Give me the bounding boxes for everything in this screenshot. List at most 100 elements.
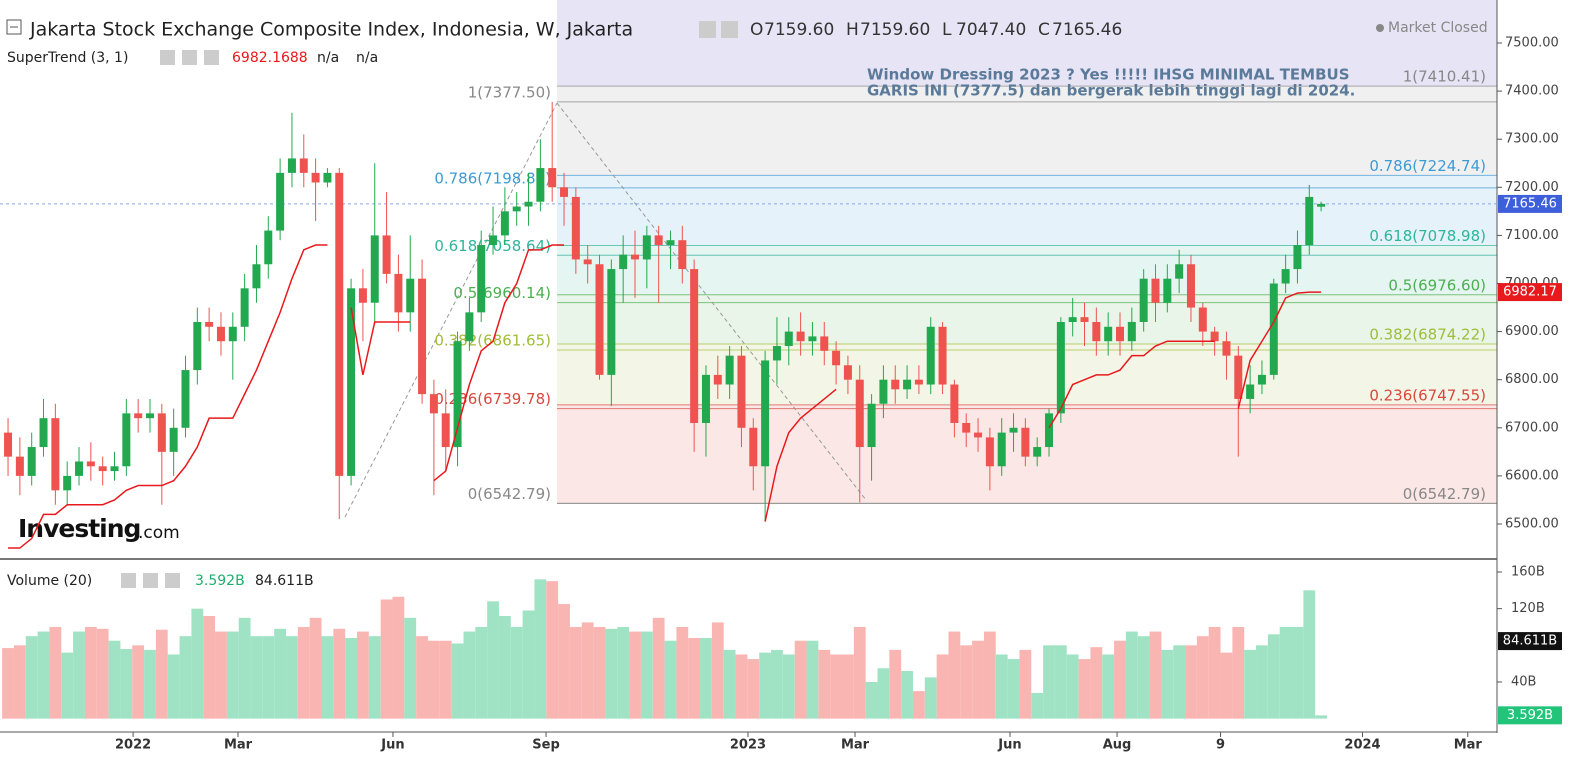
market-status: Market Closed <box>1388 20 1488 36</box>
candle-body <box>429 394 438 414</box>
fib-label: 0(6542.79) <box>1403 485 1486 503</box>
ma-badge <box>1498 632 1562 651</box>
ma-badge-label: 84.611B <box>1503 634 1557 649</box>
candle-body <box>1045 413 1054 448</box>
volume-bar <box>522 610 535 719</box>
candle-body <box>240 288 249 327</box>
chart-title: Jakarta Stock Exchange Composite Index, … <box>29 19 633 41</box>
volume-bar <box>1019 649 1032 719</box>
fib-label: 0.236(6747.55) <box>1369 386 1486 404</box>
y-tick-label: 6600.00 <box>1505 468 1559 483</box>
volume-bar <box>167 654 180 719</box>
candle-body <box>1115 326 1124 342</box>
candle-body <box>524 201 533 207</box>
supertrend-badge-label: 6982.17 <box>1503 285 1557 300</box>
icon[interactable] <box>699 21 716 38</box>
candle-body <box>1056 321 1065 414</box>
candle-body <box>382 235 391 274</box>
volume-bar <box>345 637 357 719</box>
candle-body <box>406 278 415 313</box>
candle-body <box>477 245 486 313</box>
volume-bar <box>321 636 334 719</box>
volume-bar <box>747 659 760 719</box>
volume-bar <box>711 622 724 719</box>
candle-body <box>583 259 592 265</box>
volume-bar <box>865 681 878 719</box>
candle-body <box>358 288 367 303</box>
volume-bar <box>510 626 523 719</box>
candle-body <box>323 172 332 183</box>
volume-bar <box>13 645 26 719</box>
volume-bar <box>37 631 50 719</box>
volume-bar <box>1244 649 1257 719</box>
y-tick-label: 7400.00 <box>1505 84 1559 99</box>
candle-body <box>15 456 24 476</box>
candle-body <box>571 196 580 260</box>
status-dot <box>1376 24 1384 32</box>
candle-body <box>1021 427 1030 457</box>
volume-bar <box>1161 649 1174 719</box>
candle-body <box>962 422 971 433</box>
volume-bar <box>1102 654 1115 719</box>
candle-body <box>548 168 557 188</box>
candle-body <box>1080 317 1089 322</box>
volume-bar <box>427 640 440 719</box>
candle-body <box>86 461 95 467</box>
volume-bar <box>1291 626 1304 719</box>
volume-bar <box>1114 640 1126 719</box>
icon[interactable] <box>165 573 180 588</box>
volume-bar <box>794 640 807 719</box>
collapse-icon[interactable] <box>6 19 22 35</box>
icon[interactable] <box>143 573 158 588</box>
candle-body <box>1175 264 1184 279</box>
volume-bar <box>924 677 937 719</box>
fib-label: 0.382(6874.22) <box>1369 325 1486 343</box>
volume-bar <box>144 649 156 719</box>
volume-bar <box>640 631 653 719</box>
icon[interactable] <box>160 50 175 65</box>
candle-body <box>252 264 261 289</box>
y-tick-label: 7300.00 <box>1505 132 1559 147</box>
candle-body <box>1009 427 1018 433</box>
icon[interactable] <box>204 50 219 65</box>
candle-body <box>370 235 379 303</box>
candle-body <box>772 346 781 361</box>
ohlc-key: L <box>942 20 952 40</box>
icon[interactable] <box>182 50 197 65</box>
volume-bar <box>463 631 476 719</box>
volume-badge <box>1498 706 1562 725</box>
candle-body <box>1104 326 1113 342</box>
candle-body <box>1198 307 1207 332</box>
x-tick-label: 2022 <box>115 738 151 753</box>
icon[interactable] <box>721 21 738 38</box>
ohlc-key: C <box>1038 20 1050 40</box>
volume-bar <box>297 626 310 719</box>
volume-bar <box>605 628 618 719</box>
volume-bar <box>1066 654 1079 719</box>
candle-body <box>228 326 237 342</box>
volume-bar <box>913 691 925 719</box>
indicator-na: n/a <box>317 50 339 66</box>
supertrend-line <box>433 244 565 482</box>
volume-bar <box>1232 626 1245 719</box>
candle-body <box>832 350 841 366</box>
volume-bar <box>475 626 488 719</box>
candle-body <box>500 211 509 236</box>
candle-body <box>642 235 651 260</box>
candle-body <box>1305 196 1314 246</box>
volume-bar <box>1125 631 1138 719</box>
volume-bar <box>155 629 168 719</box>
volume-bar <box>983 631 996 719</box>
candle-body <box>985 437 994 467</box>
candle-body <box>1210 331 1219 342</box>
candle-body <box>701 374 710 423</box>
x-tick-label: Mar <box>224 738 253 753</box>
volume-bar <box>782 654 795 719</box>
icon[interactable] <box>121 573 136 588</box>
candle-body <box>489 235 498 246</box>
volume-bar <box>581 622 594 719</box>
candle-body <box>181 370 190 428</box>
volume-last: 3.592B <box>195 573 245 589</box>
